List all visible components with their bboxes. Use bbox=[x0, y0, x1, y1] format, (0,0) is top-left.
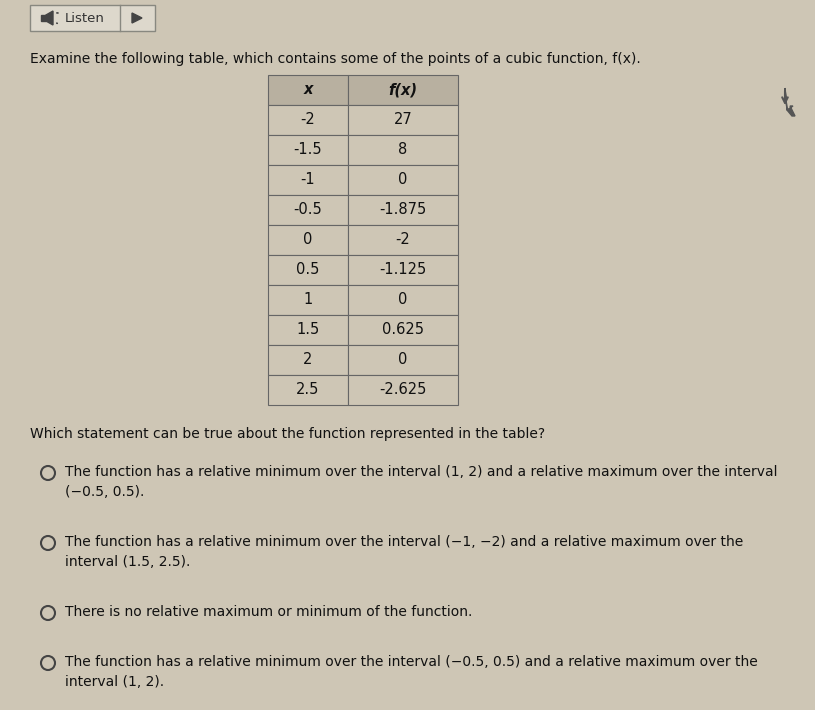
FancyBboxPatch shape bbox=[348, 105, 458, 135]
FancyBboxPatch shape bbox=[348, 75, 458, 105]
Text: x: x bbox=[303, 82, 313, 97]
Text: -1: -1 bbox=[301, 173, 315, 187]
FancyBboxPatch shape bbox=[348, 345, 458, 375]
Text: f(x): f(x) bbox=[389, 82, 417, 97]
Text: -0.5: -0.5 bbox=[293, 202, 323, 217]
Text: interval (1, 2).: interval (1, 2). bbox=[65, 675, 164, 689]
Text: (−0.5, 0.5).: (−0.5, 0.5). bbox=[65, 485, 144, 499]
Text: -1.125: -1.125 bbox=[379, 263, 426, 278]
Text: -1.5: -1.5 bbox=[293, 143, 322, 158]
Polygon shape bbox=[46, 11, 53, 25]
FancyBboxPatch shape bbox=[268, 195, 348, 225]
FancyBboxPatch shape bbox=[268, 75, 348, 105]
Text: The function has a relative minimum over the interval (−1, −2) and a relative ma: The function has a relative minimum over… bbox=[65, 535, 743, 549]
FancyBboxPatch shape bbox=[268, 255, 348, 285]
Text: -1.875: -1.875 bbox=[379, 202, 426, 217]
FancyBboxPatch shape bbox=[348, 135, 458, 165]
FancyBboxPatch shape bbox=[348, 255, 458, 285]
Polygon shape bbox=[41, 15, 46, 21]
FancyBboxPatch shape bbox=[268, 135, 348, 165]
Text: 8: 8 bbox=[399, 143, 408, 158]
Polygon shape bbox=[132, 13, 142, 23]
FancyBboxPatch shape bbox=[268, 375, 348, 405]
Text: Listen: Listen bbox=[65, 11, 105, 25]
Polygon shape bbox=[785, 88, 795, 116]
Text: Which statement can be true about the function represented in the table?: Which statement can be true about the fu… bbox=[30, 427, 545, 441]
Text: 0: 0 bbox=[399, 293, 408, 307]
Text: 2: 2 bbox=[303, 352, 313, 368]
FancyBboxPatch shape bbox=[268, 165, 348, 195]
FancyBboxPatch shape bbox=[268, 315, 348, 345]
Text: 1.5: 1.5 bbox=[297, 322, 319, 337]
FancyBboxPatch shape bbox=[268, 225, 348, 255]
Text: -2: -2 bbox=[301, 112, 315, 128]
Text: 1: 1 bbox=[303, 293, 313, 307]
FancyBboxPatch shape bbox=[348, 285, 458, 315]
FancyBboxPatch shape bbox=[348, 165, 458, 195]
Text: -2.625: -2.625 bbox=[379, 383, 427, 398]
Text: The function has a relative minimum over the interval (1, 2) and a relative maxi: The function has a relative minimum over… bbox=[65, 465, 778, 479]
Text: 0: 0 bbox=[303, 232, 313, 248]
Text: 0.625: 0.625 bbox=[382, 322, 424, 337]
Text: 27: 27 bbox=[394, 112, 412, 128]
Text: The function has a relative minimum over the interval (−0.5, 0.5) and a relative: The function has a relative minimum over… bbox=[65, 655, 758, 669]
Text: Examine the following table, which contains some of the points of a cubic functi: Examine the following table, which conta… bbox=[30, 52, 641, 66]
FancyBboxPatch shape bbox=[268, 285, 348, 315]
FancyBboxPatch shape bbox=[348, 225, 458, 255]
Text: 0.5: 0.5 bbox=[297, 263, 319, 278]
FancyBboxPatch shape bbox=[348, 375, 458, 405]
Text: 0: 0 bbox=[399, 352, 408, 368]
Text: There is no relative maximum or minimum of the function.: There is no relative maximum or minimum … bbox=[65, 605, 473, 619]
Text: 0: 0 bbox=[399, 173, 408, 187]
FancyBboxPatch shape bbox=[348, 195, 458, 225]
Text: interval (1.5, 2.5).: interval (1.5, 2.5). bbox=[65, 555, 191, 569]
FancyBboxPatch shape bbox=[268, 345, 348, 375]
Text: 2.5: 2.5 bbox=[297, 383, 319, 398]
FancyBboxPatch shape bbox=[348, 315, 458, 345]
FancyBboxPatch shape bbox=[268, 105, 348, 135]
FancyBboxPatch shape bbox=[30, 5, 155, 31]
Text: -2: -2 bbox=[395, 232, 411, 248]
